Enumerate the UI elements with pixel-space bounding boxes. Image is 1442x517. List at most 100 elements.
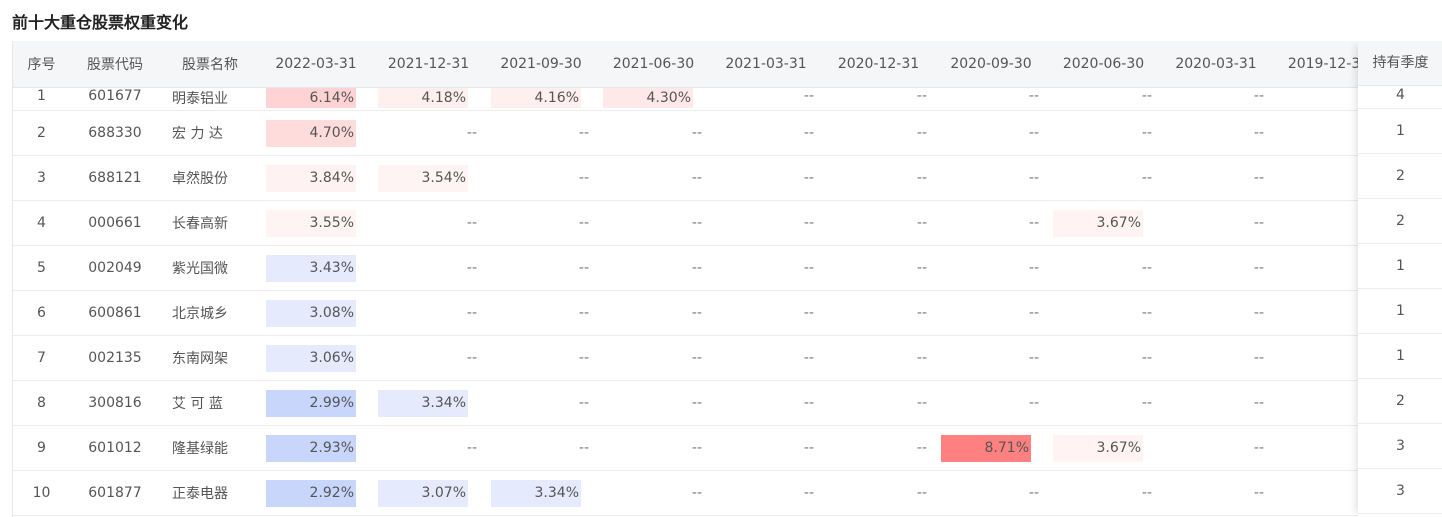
cell-index: 1 [13, 87, 70, 111]
cell-index: 7 [13, 335, 70, 381]
cell-code: 601677 [70, 87, 160, 111]
weight-heat-box: 4.70% [266, 119, 356, 147]
cell-weight: 6.14% [260, 87, 372, 111]
cell-empty: -- [597, 380, 710, 426]
header-date: 2020-06-30 [1047, 41, 1160, 88]
cell-empty: -- [597, 290, 710, 336]
cell-empty: -- [372, 200, 485, 246]
cell-weight: 4.70% [260, 110, 372, 156]
cell-empty: -- [822, 470, 935, 516]
table-row[interactable]: 1 601677 明泰铝业 6.14% 4.18% 4.16% 4.30% -- -- -- -- -… [13, 87, 1387, 111]
cell-empty: -- [597, 425, 710, 471]
cell-weight: 3.43% [260, 245, 372, 291]
cell-empty: -- [485, 245, 597, 291]
cell-empty: -- [1160, 245, 1272, 291]
cell-weight: 3.34% [485, 470, 597, 516]
cell-index: 8 [13, 380, 70, 426]
cell-quarters: 2 [1358, 154, 1442, 199]
cell-empty: -- [935, 245, 1047, 291]
cell-empty: -- [1047, 110, 1160, 156]
cell-empty: -- [710, 87, 822, 111]
cell-code: 002049 [70, 245, 160, 291]
cell-quarters: 1 [1358, 289, 1442, 334]
weight-heat-box: 3.08% [266, 299, 356, 327]
cell-weight: 3.67% [1047, 200, 1160, 246]
cell-index: 3 [13, 155, 70, 201]
cell-index: 2 [13, 110, 70, 156]
cell-empty: -- [1047, 290, 1160, 336]
table-row[interactable]: 10601877正泰电器2.92%3.07%3.34%-------------… [13, 470, 1387, 516]
cell-name: 东南网架 [160, 335, 260, 381]
cell-empty: -- [1160, 425, 1272, 471]
cell-weight: 2.92% [260, 470, 372, 516]
cell-weight: 4.16% [485, 87, 597, 111]
cell-quarters: 1 [1358, 334, 1442, 379]
cell-empty: -- [1160, 290, 1272, 336]
cell-empty: -- [1047, 380, 1160, 426]
cell-weight: 3.08% [260, 290, 372, 336]
cell-empty: -- [822, 425, 935, 471]
cell-code: 002135 [70, 335, 160, 381]
weight-heat-box: 3.43% [266, 254, 356, 282]
cell-empty: -- [822, 380, 935, 426]
header-name: 股票名称 [160, 41, 260, 88]
cell-empty: -- [710, 110, 822, 156]
cell-empty: -- [710, 380, 822, 426]
cell-empty: -- [372, 335, 485, 381]
header-row: 序号 股票代码 股票名称 2022-03-31 2021-12-31 2021-09… [13, 41, 1387, 88]
cell-empty: -- [710, 155, 822, 201]
weight-heat-box: 3.06% [266, 344, 356, 372]
cell-empty: -- [372, 110, 485, 156]
cell-empty: -- [485, 425, 597, 471]
cell-empty: -- [710, 245, 822, 291]
header-index: 序号 [13, 41, 70, 88]
cell-empty: -- [372, 245, 485, 291]
cell-empty: -- [1160, 200, 1272, 246]
cell-empty: -- [822, 155, 935, 201]
cell-empty: -- [935, 290, 1047, 336]
cell-weight: 3.67% [1047, 425, 1160, 471]
cell-weight: 3.54% [372, 155, 485, 201]
cell-empty: -- [485, 110, 597, 156]
cell-code: 600861 [70, 290, 160, 336]
weight-heat-box: 2.92% [266, 479, 356, 507]
weight-heat-box: 2.93% [266, 434, 356, 462]
cell-empty: -- [1047, 155, 1160, 201]
cell-index: 10 [13, 470, 70, 516]
cell-name: 正泰电器 [160, 470, 260, 516]
weight-heat-box: 4.16% [491, 88, 581, 108]
cell-code: 000661 [70, 200, 160, 246]
table-header: 序号 股票代码 股票名称 2022-03-31 2021-12-31 2021-09… [13, 41, 1387, 88]
cell-empty: -- [1160, 110, 1272, 156]
weight-heat-box: 3.55% [266, 209, 356, 237]
cell-code: 688121 [70, 155, 160, 201]
cell-name: 卓然股份 [160, 155, 260, 201]
cell-empty: -- [822, 110, 935, 156]
cell-index: 6 [13, 290, 70, 336]
cell-empty: -- [935, 110, 1047, 156]
cell-quarters: 4 [1358, 86, 1442, 109]
cell-empty: -- [597, 245, 710, 291]
cell-empty: -- [1160, 335, 1272, 381]
weight-heat-box: 3.67% [1053, 434, 1143, 462]
weight-heat-box: 3.84% [266, 164, 356, 192]
cell-code: 688330 [70, 110, 160, 156]
cell-empty: -- [485, 290, 597, 336]
cell-name: 明泰铝业 [160, 87, 260, 111]
cell-weight: 3.34% [372, 380, 485, 426]
weight-heat-box: 6.14% [266, 88, 356, 108]
weight-heat-box: 3.54% [378, 164, 468, 192]
header-date: 2021-03-31 [710, 41, 822, 88]
cell-empty: -- [372, 425, 485, 471]
cell-empty: -- [485, 335, 597, 381]
holdings-table: 序号 股票代码 股票名称 2022-03-31 2021-12-31 2021-09… [13, 41, 1387, 516]
weight-heat-box: 2.99% [266, 389, 356, 417]
